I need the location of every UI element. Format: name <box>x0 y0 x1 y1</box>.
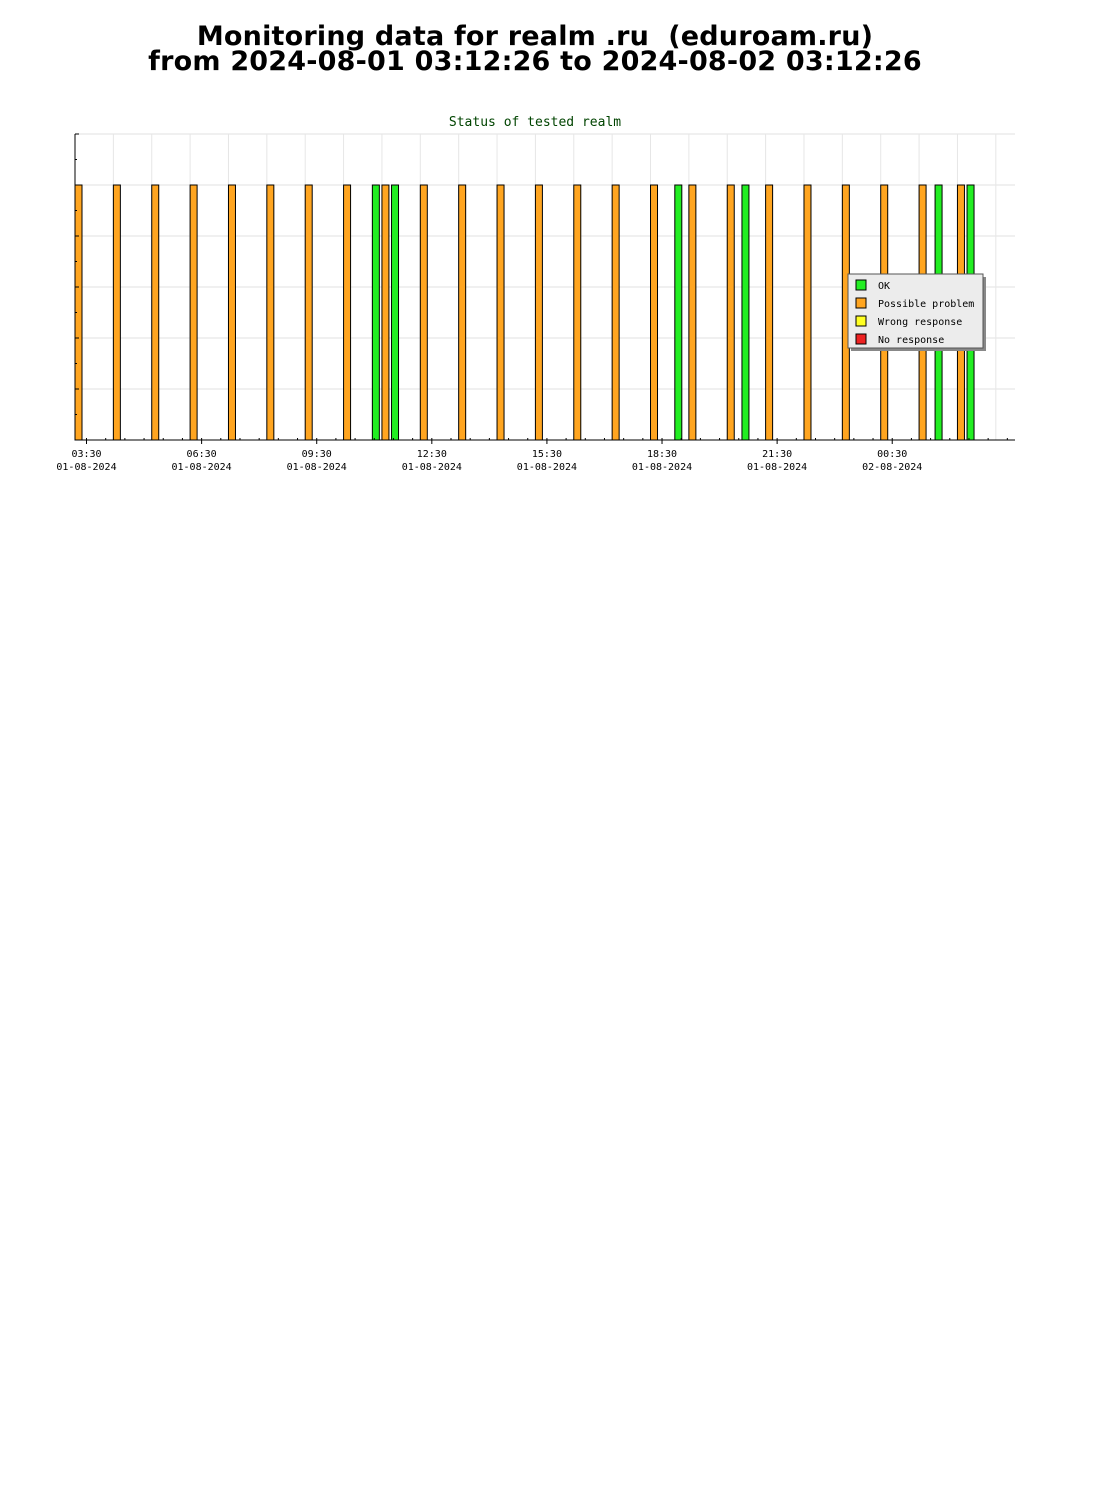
chart-bars <box>74 184 975 441</box>
page-title-line-2: from 2024-08-01 03:12:26 to 2024-08-02 0… <box>148 46 922 77</box>
x-tick-label: 00:30 <box>877 449 907 460</box>
chart-bar <box>674 184 683 441</box>
x-tick-label: 21:30 <box>762 449 792 460</box>
x-tick-date-label: 02-08-2024 <box>862 462 922 473</box>
chart-bar <box>381 184 390 441</box>
chart-bar <box>419 184 428 441</box>
legend-box <box>847 273 984 349</box>
legend-swatch <box>855 315 867 327</box>
x-tick-date-label: 01-08-2024 <box>632 462 692 473</box>
legend-swatch <box>855 297 867 309</box>
x-tick-label: 03:30 <box>71 449 101 460</box>
legend-swatch <box>855 333 867 345</box>
x-tick-label: 15:30 <box>532 449 562 460</box>
legend-label: No response <box>878 335 944 346</box>
chart-bar <box>112 184 121 441</box>
chart-bar <box>371 184 380 441</box>
page-title: Monitoring data for realm .ru (eduroam.r… <box>0 21 1070 77</box>
x-tick-label: 18:30 <box>647 449 677 460</box>
x-tick-date-label: 01-08-2024 <box>517 462 577 473</box>
chart-bar <box>266 184 275 441</box>
x-tick-date-label: 01-08-2024 <box>56 462 116 473</box>
chart-bar <box>573 184 582 441</box>
x-tick-label: 12:30 <box>417 449 447 460</box>
x-tick-date-label: 01-08-2024 <box>172 462 232 473</box>
legend-label: Wrong response <box>878 317 962 328</box>
chart-bar <box>189 184 198 441</box>
legend-swatch <box>855 279 867 291</box>
legend-label: OK <box>878 281 890 292</box>
chart-bar <box>304 184 313 441</box>
x-tick-date-label: 01-08-2024 <box>402 462 462 473</box>
legend-label: Possible problem <box>878 299 974 310</box>
chart-bar <box>391 184 400 441</box>
chart-bar <box>741 184 750 441</box>
chart-bar <box>803 184 812 441</box>
chart-axes: 03:30 01-08-2024 06:30 01-08-2024 09:30 01-08… <box>56 133 1015 473</box>
chart-bar <box>726 184 735 441</box>
chart-bar <box>458 184 467 441</box>
chart-bar <box>343 184 352 441</box>
chart-title: Status of tested realm <box>449 115 621 130</box>
x-tick-date-label: 01-08-2024 <box>287 462 347 473</box>
chart-bar <box>688 184 697 441</box>
chart-bar <box>151 184 160 441</box>
x-tick-date-label: 01-08-2024 <box>747 462 807 473</box>
chart-bar <box>227 184 236 441</box>
chart-bar <box>765 184 774 441</box>
status-chart: Status of tested realm 03:30 01-08-2024 06… <box>56 115 1015 473</box>
chart-bar <box>534 184 543 441</box>
chart-bar <box>650 184 659 441</box>
x-tick-label: 06:30 <box>187 449 217 460</box>
chart-bar <box>611 184 620 441</box>
x-tick-label: 09:30 <box>302 449 332 460</box>
chart-legend: OK Possible problem Wrong response No respo… <box>847 273 986 351</box>
page-title-line-1: Monitoring data for realm .ru (eduroam.r… <box>196 21 874 52</box>
chart-bar <box>496 184 505 441</box>
